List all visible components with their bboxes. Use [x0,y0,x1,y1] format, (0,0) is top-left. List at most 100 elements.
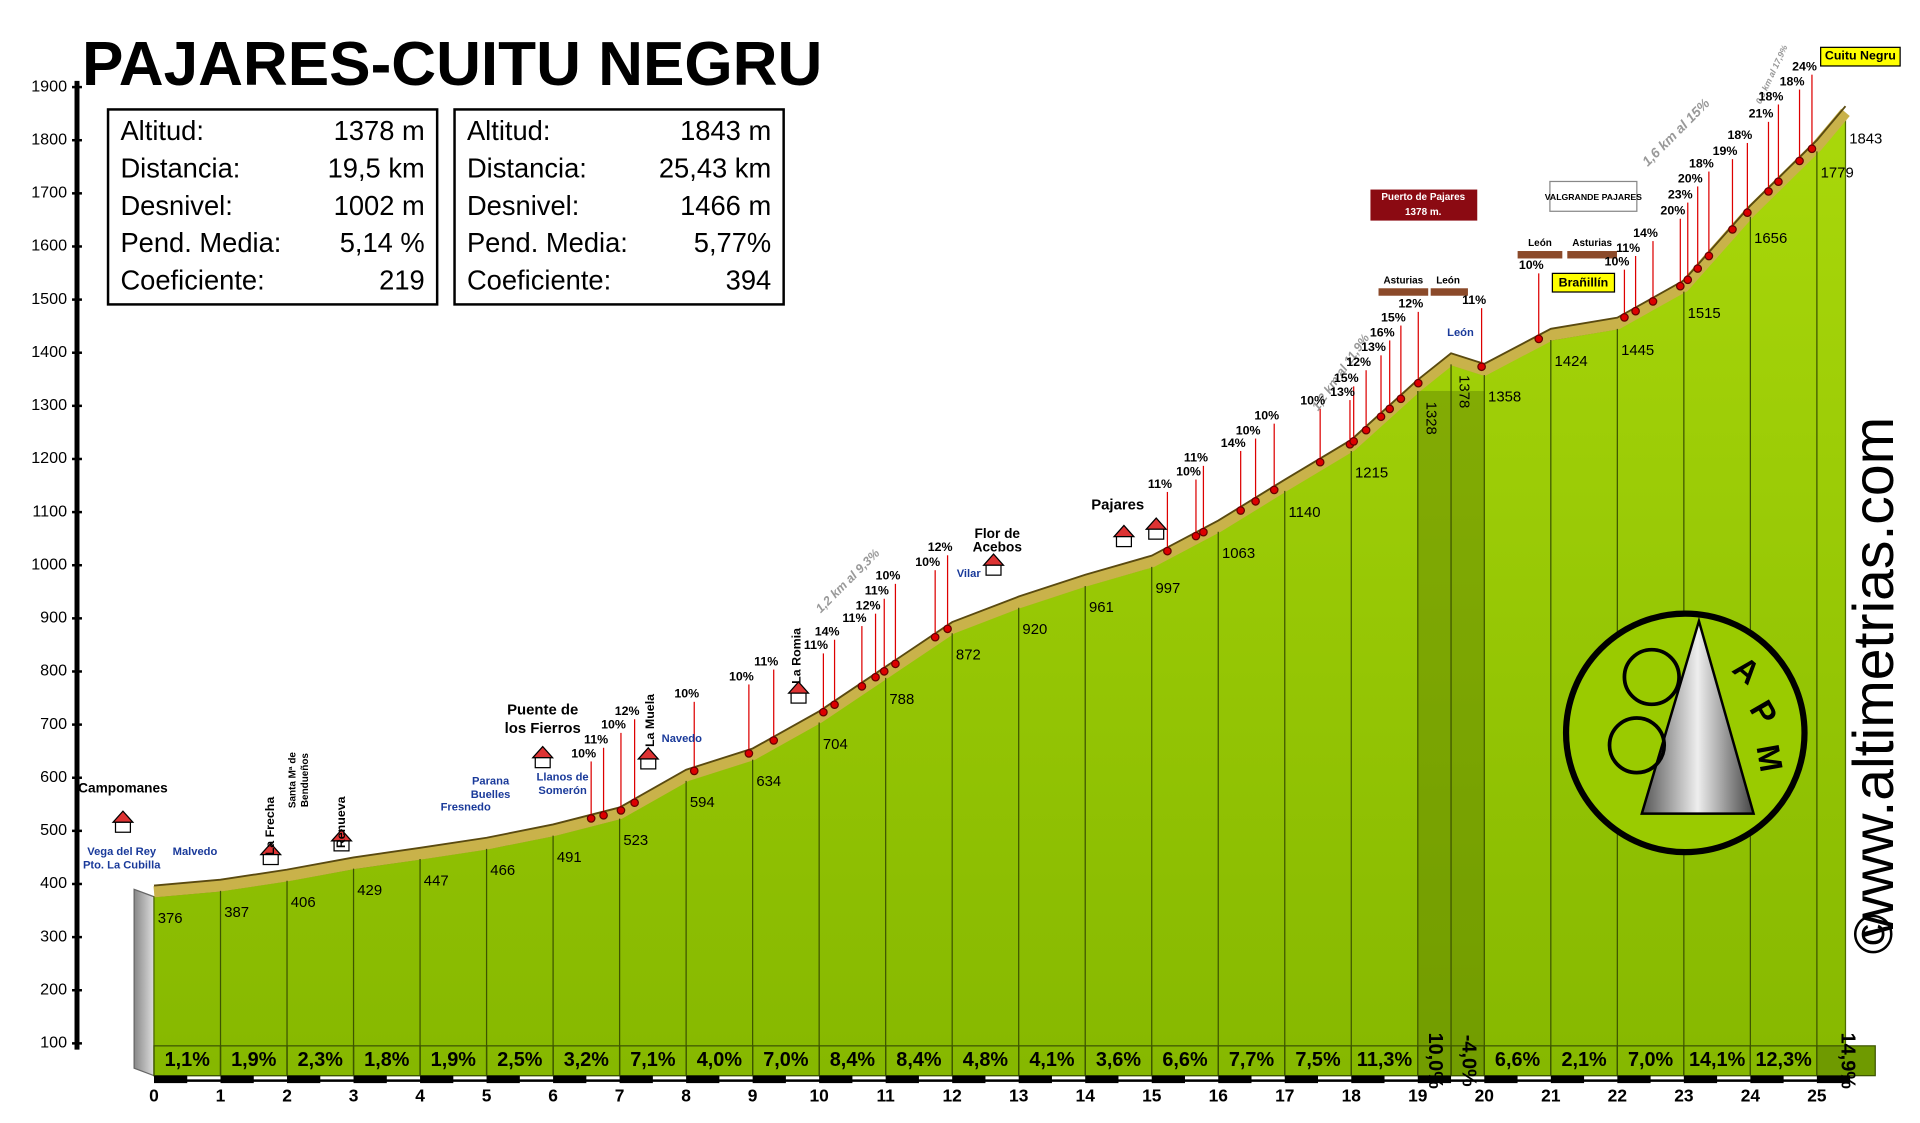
place-label: Malvedo [173,846,218,858]
house-icon [790,692,807,704]
y-tick-label: 400 [40,874,67,892]
house-icon [985,564,1002,576]
elevation-label: 1358 [1488,389,1521,405]
info-label: Distancia: [120,153,240,184]
grade-dot [857,682,867,691]
grade-label: 1,1% [165,1049,211,1071]
logo-wheel [1622,647,1681,707]
elevation-label: 376 [158,911,183,927]
info-label: Altitud: [467,115,551,146]
x-scale-bar [353,1075,387,1084]
x-tick-label: 13 [1009,1085,1029,1105]
grade-dot [879,667,889,676]
grade-annotation: 11% [1462,293,1486,307]
place-label: Navedo [662,733,702,745]
logo-mountain [1640,616,1756,815]
grade-label: 6,6% [1495,1049,1541,1071]
grade-annotation: 18% [1728,128,1753,142]
x-tick-label: 10 [809,1085,828,1105]
x-tick-label: 1 [216,1085,226,1105]
grade-dot [1704,251,1714,261]
sign-box [1369,188,1479,222]
grade-annotation: 18% [1780,74,1805,88]
grade-annotation: 14% [1633,226,1658,240]
elevation-label: 466 [490,863,515,879]
x-scale-bar [1151,1075,1185,1084]
grade-dot [1728,225,1737,234]
x-tick-label: 18 [1342,1085,1362,1105]
elevation-label: 1656 [1754,231,1787,247]
grade-dot [871,672,880,682]
y-tick-label: 200 [40,981,67,999]
sign-arrow [1567,251,1617,259]
grade-dot [630,798,639,808]
grade-annotation: 10% [601,718,626,732]
grade-dot [1807,144,1817,154]
house-icon [1112,524,1136,538]
x-tick-label: 16 [1209,1085,1229,1105]
grade-dot [769,736,779,745]
grade-dot [1631,306,1640,316]
grade-annotation: 10% [729,669,754,683]
house-icon [1148,528,1165,540]
grade-annotation: 20% [1678,171,1703,185]
grade-dot [689,766,699,776]
grade-label: 3,6% [1096,1049,1142,1071]
x-tick-label: 25 [1807,1085,1827,1105]
chart-title: PAJARES-CUITU NEGRU [82,30,822,99]
x-tick-label: 20 [1475,1085,1494,1105]
x-scale-bar [686,1075,720,1084]
grade-annotation: 12% [856,598,881,612]
grade-annotation: 12% [928,540,953,554]
place-label: Renueva [334,796,348,848]
elevation-label: 387 [224,905,249,921]
place-label: Asturias [1572,238,1612,249]
credit: www.altimetrias.com [1842,417,1906,938]
place-label: Fresnedo [441,801,491,813]
house-icon [1115,536,1133,548]
place-label: Somerón [538,785,587,797]
sign-arrow [1378,288,1429,296]
x-scale-bar [885,1075,919,1084]
cliff [133,888,155,1077]
grade-dot [1199,527,1208,537]
grade-annotation: 10% [1605,254,1630,268]
grade-dot [1163,546,1172,556]
place-label: Pto. La Cubilla [83,860,161,872]
place-label: Campomanes [78,780,168,795]
info-label: Coeficiente: [120,264,264,295]
x-tick-label: 24 [1741,1085,1761,1105]
grade-annotation: 15% [1334,371,1359,385]
grade-dot [943,624,952,634]
grade-dot [1774,177,1783,187]
place-label: Bendueños [300,753,311,808]
grade-dot [586,814,596,823]
grade-annotation: 10% [1519,258,1544,272]
grade-annotation: 10% [876,569,901,583]
grade-annotation: 11% [584,733,608,747]
x-scale-bar [1750,1075,1784,1084]
x-tick-label: 7 [615,1085,625,1105]
x-tick-label: 5 [482,1085,492,1105]
grade-annotation: 11% [865,584,889,598]
grade-annotation: 11% [1616,241,1640,255]
info-value: 394 [726,264,772,295]
info-value: 1378 m [334,115,425,146]
x-scale-bar [1085,1075,1119,1084]
house-icon [636,746,660,760]
sign-arrow [1430,288,1468,296]
house-icon [531,745,555,759]
grade-label: 7,1% [630,1049,676,1071]
place-label: Parana [472,775,510,787]
grade-label: 7,7% [1229,1049,1275,1071]
info-value: 1843 m [680,115,771,146]
grade-dot [1269,485,1279,495]
grade-annotation: 11% [754,654,778,668]
x-tick-label: 11 [876,1085,895,1105]
info-value: 1466 m [680,190,771,221]
x-scale-bar [287,1075,321,1084]
grade-annotation: 13% [1330,385,1355,399]
background [72,74,1876,1084]
logo-letter: M [1749,742,1789,775]
